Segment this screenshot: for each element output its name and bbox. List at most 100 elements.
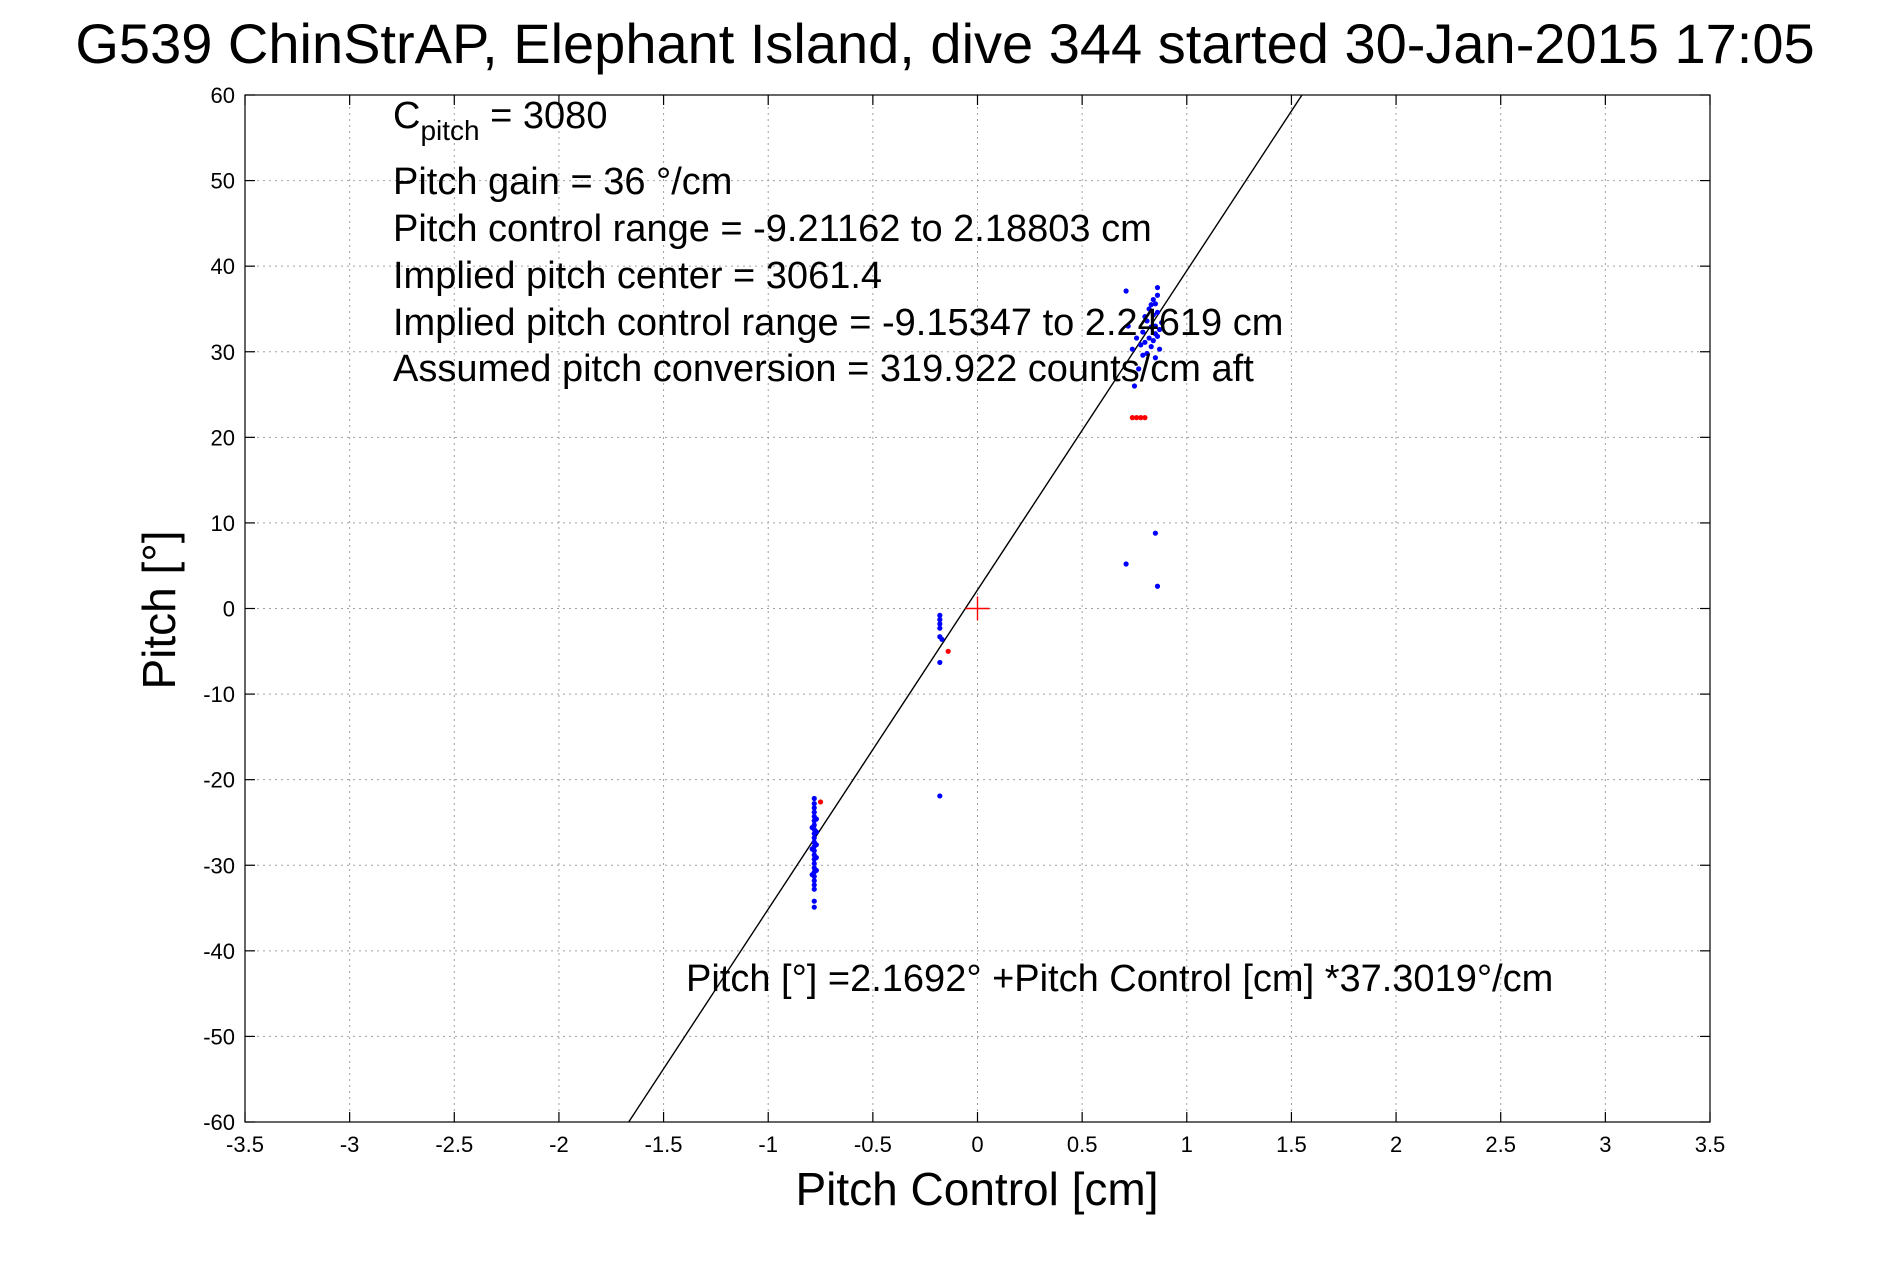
- scatter-point: [813, 854, 819, 861]
- annotation-c-pitch-sub: pitch: [420, 115, 479, 146]
- y-tick-label: -20: [203, 768, 235, 793]
- x-tick-label: 0: [971, 1132, 983, 1157]
- scatter-point: [1148, 344, 1154, 350]
- scatter-point: [1159, 320, 1165, 326]
- data-layer: [628, 94, 1303, 1123]
- y-tick-label: 20: [211, 425, 235, 450]
- scatter-point: [1142, 314, 1148, 320]
- scatter-point: [813, 867, 819, 873]
- scatter-point: [809, 824, 815, 831]
- scatter-point: [1152, 301, 1158, 307]
- y-tick-label: 0: [223, 597, 235, 622]
- y-tick-label: -10: [203, 682, 235, 707]
- y-axis-label: Pitch [°]: [133, 530, 185, 689]
- scatter-point: [1154, 333, 1161, 339]
- scatter-point: [937, 793, 943, 799]
- scatter-point: [1152, 323, 1158, 329]
- scatter-point: [1142, 339, 1148, 345]
- scatter-point: [811, 809, 817, 815]
- scatter-point: [811, 886, 817, 892]
- scatter-point: [1148, 324, 1154, 330]
- scatter-point: [1152, 530, 1158, 536]
- scatter-point: [1148, 302, 1154, 308]
- scatter-point: [811, 835, 817, 841]
- fit-equation-label: Pitch [°] =2.1692° +Pitch Control [cm] *…: [686, 958, 1553, 1000]
- scatter-point: [1140, 329, 1146, 335]
- scatter-point: [1129, 415, 1135, 421]
- scatter-point: [1156, 326, 1163, 333]
- x-axis-label: Pitch Control [cm]: [796, 1163, 1159, 1215]
- scatter-point: [937, 659, 943, 666]
- x-tick-label: 3.5: [1695, 1132, 1726, 1157]
- scatter-point: [1129, 346, 1135, 352]
- annotation-conversion: Assumed pitch conversion = 319.922 count…: [393, 348, 1254, 390]
- scatter-point: [1152, 355, 1158, 361]
- scatter-point: [1138, 342, 1144, 348]
- scatter-point: [1123, 561, 1129, 567]
- scatter-point: [1150, 312, 1156, 318]
- y-tick-label: -60: [203, 1110, 235, 1135]
- x-tick-label: -2.5: [435, 1132, 473, 1157]
- plot-area-frame: [244, 94, 1711, 1123]
- axis-ticks: -3.5 -3 -2.5 -2 -1.5 -1 -0.5 0 0.5 1 1.5 2 2.5 3 3.5 -6…: [203, 83, 1725, 1157]
- scatter-point: [1133, 335, 1140, 341]
- scatter-point: [813, 842, 819, 848]
- scatter-point: [809, 872, 815, 878]
- scatter-point: [811, 882, 817, 888]
- scatter-point: [1140, 352, 1146, 358]
- x-tick-label: 3: [1599, 1132, 1611, 1157]
- x-tick-label: 1.5: [1276, 1132, 1307, 1157]
- annotation-c-pitch-main: C: [393, 95, 420, 137]
- scatter-point: [1131, 383, 1138, 389]
- chart-title: G539 ChinStrAP, Elephant Island, dive 34…: [75, 12, 1814, 75]
- y-tick-label: -40: [203, 939, 235, 964]
- annotation-implied-center: Implied pitch center = 3061.4: [393, 255, 882, 297]
- scatter-point: [811, 878, 817, 884]
- scatter-point: [937, 612, 943, 618]
- y-tick-label: 30: [211, 340, 235, 365]
- annotation-pitch-gain: Pitch gain = 36 °/cm: [393, 161, 732, 203]
- scatter-point: [1138, 415, 1144, 421]
- scatter-point: [937, 625, 943, 631]
- x-tick-label: -3: [340, 1132, 360, 1157]
- x-tick-label: -1: [758, 1132, 778, 1157]
- scatter-point: [1142, 415, 1148, 421]
- x-tick-label: -3.5: [226, 1132, 264, 1157]
- scatter-point: [811, 898, 817, 904]
- scatter-point: [1154, 583, 1161, 589]
- annotation-implied-range: Implied pitch control range = -9.15347 t…: [393, 302, 1283, 344]
- scatter-point: [1154, 284, 1161, 291]
- x-tick-label: 2: [1390, 1132, 1402, 1157]
- scatter-point: [1144, 318, 1150, 324]
- scatter-point: [1146, 306, 1152, 312]
- x-tick-label: 2.5: [1485, 1132, 1516, 1157]
- scatter-point: [937, 621, 943, 627]
- scatter-point: [813, 829, 819, 835]
- scatter-point: [1146, 335, 1152, 341]
- scatter-point: [937, 617, 943, 623]
- x-tick-label: -1.5: [645, 1132, 683, 1157]
- scatter-point: [1150, 338, 1156, 344]
- scatter-point: [1150, 296, 1156, 303]
- annotation-control-range: Pitch control range = -9.21162 to 2.1880…: [393, 208, 1152, 250]
- annotation-c-pitch-value: = 3080: [480, 95, 608, 137]
- x-tick-label: 1: [1181, 1132, 1193, 1157]
- scatter-point: [1133, 415, 1140, 421]
- scatter-point: [811, 795, 817, 802]
- y-tick-label: 50: [211, 169, 235, 194]
- y-tick-label: -30: [203, 853, 235, 878]
- scatter-point: [945, 648, 951, 654]
- scatter-point: [1156, 346, 1163, 352]
- scatter-point: [1154, 309, 1161, 315]
- scatter-point: [1154, 292, 1161, 298]
- scatter-point: [817, 799, 824, 805]
- scatter-point: [811, 801, 817, 807]
- scatter-point: [1125, 323, 1131, 329]
- scatter-point: [811, 805, 817, 811]
- scatter-point: [939, 636, 945, 642]
- scatter-point: [1136, 366, 1142, 372]
- scatter-point: [813, 816, 819, 822]
- fit-line: [628, 94, 1303, 1123]
- annotation-block: Cpitch = 3080 Pitch gain = 36 °/cm Pitch…: [393, 95, 1283, 390]
